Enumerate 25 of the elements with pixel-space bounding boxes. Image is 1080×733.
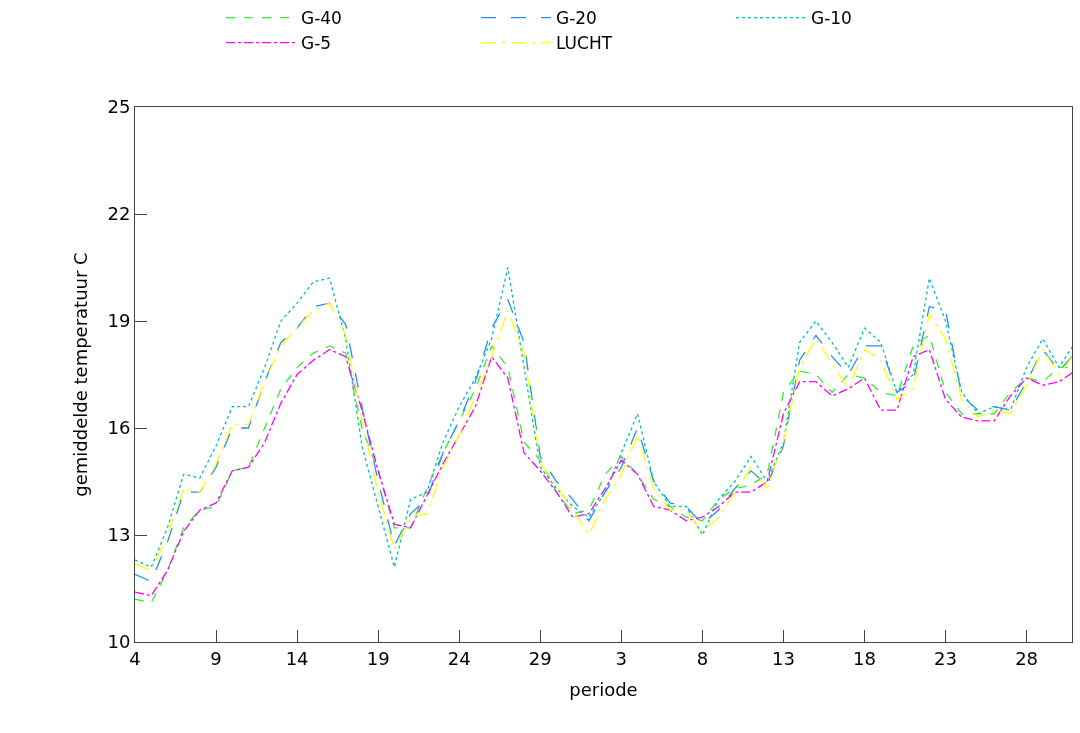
y-axis-title: gemiddelde temperatuur C xyxy=(69,252,91,497)
y-tick-label: 19 xyxy=(107,310,131,332)
x-tick-label: 29 xyxy=(528,647,552,669)
y-tick-label: 13 xyxy=(107,524,131,546)
legend-label: G-40 xyxy=(301,8,342,29)
legend-label: G-5 xyxy=(301,33,332,54)
x-tick-label: 14 xyxy=(285,647,309,669)
x-tick-label: 9 xyxy=(210,647,222,669)
legend-label: G-20 xyxy=(556,8,597,29)
y-tick-label: 10 xyxy=(107,631,131,653)
x-tick-label: 18 xyxy=(853,647,876,669)
legend-label: G-10 xyxy=(811,8,852,29)
x-tick-label: 4 xyxy=(129,647,141,669)
y-tick-label: 22 xyxy=(107,203,131,225)
x-tick-label: 24 xyxy=(447,647,471,669)
x-tick-label: 13 xyxy=(771,647,795,669)
x-tick-label: 23 xyxy=(934,647,957,669)
x-tick-label: 19 xyxy=(366,647,390,669)
x-tick-label: 28 xyxy=(1015,647,1039,669)
x-axis-title: periode xyxy=(569,678,638,700)
x-tick-label: 3 xyxy=(615,647,628,669)
y-tick-label: 16 xyxy=(107,417,131,439)
legend-label: LUCHT xyxy=(556,33,613,54)
x-tick-label: 8 xyxy=(696,647,709,669)
y-tick-label: 25 xyxy=(107,96,131,118)
